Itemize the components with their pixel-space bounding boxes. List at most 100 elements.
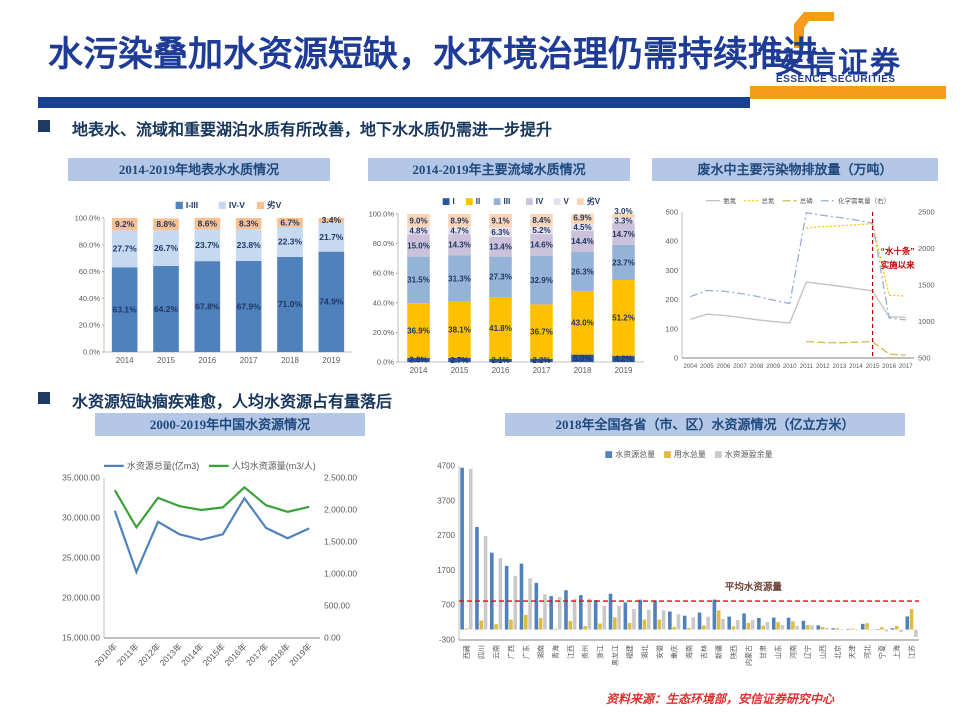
bar	[661, 610, 666, 630]
bar-segment	[571, 224, 594, 231]
bar-segment	[448, 358, 471, 362]
data-label: 14.4%	[571, 237, 594, 246]
data-label: 6.9%	[573, 214, 591, 223]
x-axis-tick-label: 西藏	[462, 645, 471, 659]
x-axis-tick-label: 浙江	[595, 645, 604, 659]
x-axis-tick-label: 福建	[625, 645, 634, 659]
bar	[839, 629, 844, 631]
bar	[498, 558, 503, 630]
page-title: 水污染叠加水资源短缺，水环境治理仍需持续推进	[48, 35, 819, 74]
bar-segment	[318, 218, 345, 223]
bar-segment	[111, 230, 138, 268]
bar	[801, 620, 806, 630]
bar	[557, 596, 562, 630]
x-axis-tick-label: 2019	[615, 366, 633, 375]
y-axis-tick-label: 300	[665, 266, 678, 275]
data-label: 8.4%	[532, 216, 550, 225]
bar	[642, 619, 647, 630]
legend-label: IV	[536, 197, 544, 206]
bar	[795, 625, 799, 630]
chart-title-china-water: 2000-2019年中国水资源情况	[95, 413, 365, 436]
bar-segment	[612, 223, 635, 245]
bar	[617, 606, 621, 630]
bar-segment	[235, 218, 262, 230]
bar-segment	[194, 261, 221, 352]
x-axis-tick-label: 广西	[506, 645, 515, 659]
bar	[746, 622, 751, 630]
bar-segment	[448, 255, 471, 302]
x-axis-tick-label: 吉林	[699, 645, 708, 659]
data-label: 14.6%	[530, 241, 553, 250]
x-axis-tick-label: 2012年	[136, 641, 163, 668]
data-label: 71.0%	[278, 299, 303, 309]
header-divider-blue	[38, 97, 750, 108]
bar-segment	[489, 256, 512, 298]
legend-label: 总氮	[762, 196, 776, 205]
x-axis-tick-label: 2012	[816, 363, 830, 370]
y-axis-tick-label: 400	[665, 237, 678, 246]
x-axis-tick-label: 2016年	[222, 641, 249, 668]
bar	[672, 626, 676, 630]
bar-segment	[277, 226, 303, 257]
data-label: 36.9%	[407, 326, 430, 335]
bar	[528, 578, 532, 630]
bar-segment	[407, 256, 430, 304]
bar-segment	[612, 280, 635, 356]
bar	[623, 602, 628, 630]
legend-swatch	[577, 198, 584, 205]
bar-segment	[111, 218, 138, 231]
bar	[780, 625, 785, 630]
bar-segment	[489, 358, 512, 362]
x-axis-tick-label: 2016	[882, 363, 896, 370]
x-axis-tick-label: 2019年	[287, 641, 314, 668]
bar-segment	[489, 227, 512, 237]
x-axis-tick-label: 2017年	[244, 641, 271, 668]
y-axis-tick-label: 2500	[918, 208, 935, 217]
legend-swatch	[256, 201, 265, 209]
y-axis-tick-label: 100.0%	[75, 214, 101, 223]
bar	[875, 629, 880, 630]
data-label: 74.9%	[319, 297, 344, 307]
y-axis-tick-label: 1,500.00	[324, 537, 357, 547]
x-axis-tick-label: 安徽	[655, 645, 664, 659]
bar	[598, 623, 602, 630]
bar	[504, 565, 509, 630]
bar	[791, 621, 795, 630]
bar-segment	[530, 234, 553, 256]
bar-segment	[407, 357, 430, 362]
x-axis-tick-label: 2014	[116, 356, 134, 365]
legend-swatch	[525, 198, 533, 205]
y-axis-tick-label: 200	[665, 295, 678, 304]
x-axis-tick-label: 2017	[533, 366, 551, 375]
bar	[583, 626, 587, 630]
bar	[846, 628, 850, 630]
data-label: 2.1%	[491, 356, 509, 365]
bar	[687, 627, 691, 630]
bar	[761, 625, 765, 630]
y-axis-tick-label: 1700	[437, 566, 455, 575]
bar-segment	[235, 229, 262, 262]
x-axis-tick-label: 2015年	[201, 641, 228, 668]
data-label: 15.0%	[407, 241, 430, 250]
y-axis-tick-label: 4700	[437, 462, 455, 471]
bar-segment	[277, 256, 303, 352]
data-label: 6.7%	[280, 217, 300, 227]
bar-segment	[612, 218, 635, 224]
logo-cn-text: 安信证券	[774, 47, 902, 80]
bar-segment	[489, 236, 512, 257]
bar	[627, 623, 632, 630]
annotation: “水十条”	[881, 246, 915, 256]
bar	[776, 622, 780, 630]
bar	[494, 624, 498, 630]
bar	[750, 620, 755, 630]
x-axis-tick-label: 2011	[800, 363, 814, 370]
basin-water-chart: I II III IV V 劣V0.0%20.0%40.0%60.0%80.0%100.0…	[369, 196, 644, 375]
bar	[468, 468, 473, 630]
y-axis-tick-label: 60.0%	[373, 269, 395, 278]
x-axis-tick-label: 贵州	[581, 645, 590, 659]
x-axis-tick-label: 2004	[683, 363, 697, 370]
bar	[716, 610, 721, 630]
bar-segment	[235, 261, 262, 352]
y-axis-tick-label: 0	[674, 354, 678, 363]
